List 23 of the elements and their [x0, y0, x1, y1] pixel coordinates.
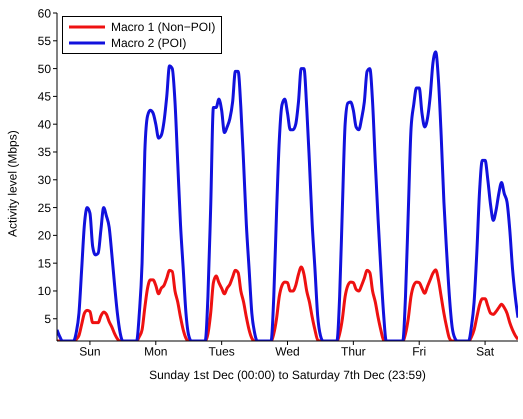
- y-tick-label: 20: [38, 228, 52, 243]
- y-tick-label: 50: [38, 62, 52, 76]
- y-tick-label: 55: [38, 34, 52, 48]
- x-axis-title: Sunday 1st Dec (00:00) to Saturday 7th Dec (23:59): [149, 368, 426, 382]
- x-tick-label: Mon: [144, 344, 168, 359]
- y-tick-label: 45: [38, 90, 52, 104]
- x-tick-label: Wed: [275, 344, 300, 359]
- legend-label: Macro 2 (POI): [111, 36, 186, 50]
- y-tick-label: 40: [38, 117, 52, 132]
- y-tick-label: 25: [38, 200, 52, 215]
- x-tick-label: Sun: [79, 344, 101, 359]
- y-tick-label: 30: [38, 173, 52, 188]
- y-tick-label: 5: [44, 312, 52, 326]
- legend-label: Macro 1 (Non−POI): [111, 20, 216, 34]
- y-tick-label: 15: [38, 256, 52, 270]
- x-tick-label: Thur: [341, 344, 366, 359]
- y-tick-label: 10: [38, 284, 52, 298]
- x-tick-label: Sat: [476, 344, 495, 359]
- y-tick-label: 35: [38, 145, 52, 160]
- y-tick-label: 60: [38, 6, 52, 20]
- y-axis-title: Activity level (Mbps): [5, 130, 20, 237]
- x-tick-label: Fri: [412, 344, 426, 359]
- x-tick-label: Tues: [208, 344, 235, 359]
